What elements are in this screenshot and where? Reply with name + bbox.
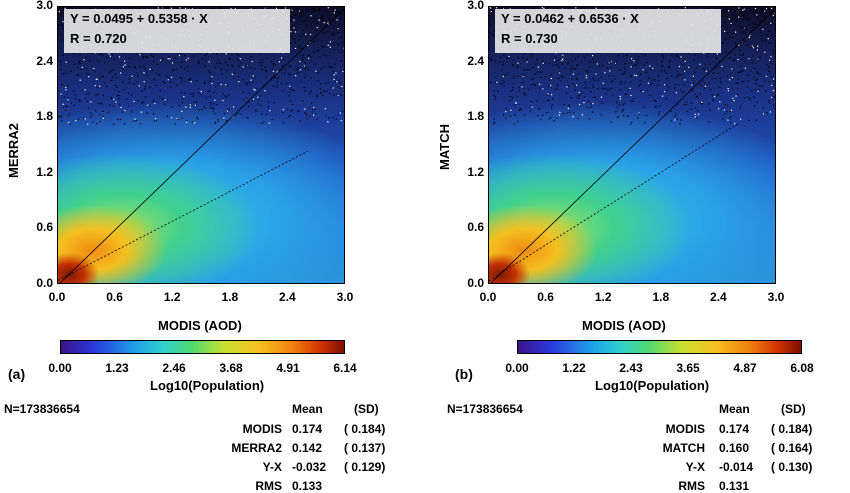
y-tick-label: 2.4 (36, 53, 53, 68)
panel-b: MATCH Y = 0.0462 + 0.6536 · X R = 0.730 … (425, 0, 850, 493)
y-tick-label: 0.6 (467, 220, 484, 235)
colorbar-tick-label: 4.91 (276, 361, 300, 375)
stats-sd: ( 0.137) (344, 441, 386, 455)
x-tick-label: 0.0 (479, 290, 497, 304)
stats-sd: ( 0.129) (344, 460, 386, 474)
colorbar-tick-label: 4.87 (733, 361, 757, 375)
y-tick-label: 1.2 (467, 164, 484, 179)
stats-mean: 0.174 (719, 422, 750, 436)
stats-label: Y-X (685, 460, 705, 474)
colorbar-tick-label: 0.00 (505, 361, 529, 375)
stats-header-mean: Mean (292, 402, 323, 416)
sample-count: N=173836654 (447, 402, 523, 416)
stats-label: RMS (678, 479, 705, 493)
y-tick-label: 0.0 (36, 276, 53, 290)
fit-box (64, 9, 290, 53)
x-tick-label: 1.8 (221, 290, 239, 304)
colorbar (517, 340, 802, 354)
y-tick-label: 0.0 (467, 276, 484, 290)
plot-area: Y = 0.0495 + 0.5358 · X R = 0.720 (57, 6, 345, 284)
x-axis-label: MODIS (AOD) (582, 318, 666, 333)
y-tick-label: 1.2 (36, 164, 53, 179)
stats-label: Y-X (262, 460, 282, 474)
stats-mean: 0.174 (292, 422, 323, 436)
x-tick-label: 2.4 (710, 290, 727, 304)
y-tick-label: 3.0 (467, 0, 484, 12)
x-tick-label: 1.2 (594, 290, 612, 304)
y-tick-label: 2.4 (467, 53, 484, 68)
colorbar-tick-label: 6.08 (790, 361, 814, 375)
colorbar-tick-label: 6.14 (333, 361, 357, 375)
panel-a: MERRA2 Y = 0.0495 + 0.5358 · X R = 0.720… (4, 0, 386, 493)
one-to-one-line (490, 8, 775, 283)
colorbar-tick-label: 3.68 (219, 361, 243, 375)
y-tick-label: 1.8 (467, 109, 484, 124)
colorbar-tick-label: 2.46 (162, 361, 186, 375)
stats-sd: ( 0.130) (771, 460, 813, 474)
y-axis-label: MERRA2 (6, 123, 21, 178)
x-tick-label: 3.0 (336, 290, 354, 304)
stats-sd: ( 0.184) (771, 422, 813, 436)
stats-header-sd: (SD) (781, 402, 806, 416)
stats-mean: 0.160 (719, 441, 750, 455)
panel-label: (a) (8, 366, 26, 382)
colorbar-tick-label: 1.23 (105, 361, 129, 375)
stats-sd: ( 0.184) (344, 422, 386, 436)
correlation-r: R = 0.730 (501, 31, 558, 46)
x-tick-label: 0.6 (537, 290, 554, 304)
correlation-r: R = 0.720 (70, 31, 127, 46)
stats-label: MODIS (665, 422, 705, 436)
fit-equation: Y = 0.0462 + 0.6536 · X (501, 11, 639, 26)
stats-label: MATCH (662, 441, 705, 455)
stats-label: MODIS (242, 422, 282, 436)
x-tick-label: 3.0 (767, 290, 785, 304)
colorbar-tick-label: 0.00 (48, 361, 72, 375)
x-tick-label: 1.8 (652, 290, 670, 304)
stats-mean: 0.142 (292, 441, 323, 455)
colorbar-label: Log10(Population) (150, 378, 265, 393)
y-tick-label: 3.0 (36, 0, 53, 12)
colorbar (60, 340, 345, 354)
fit-equation: Y = 0.0495 + 0.5358 · X (70, 11, 208, 26)
stats-mean: -0.014 (719, 460, 754, 474)
x-tick-label: 2.4 (279, 290, 296, 304)
x-tick-label: 0.6 (106, 290, 123, 304)
colorbar-tick-label: 2.43 (619, 361, 643, 375)
stats-label: MERRA2 (231, 441, 282, 455)
y-axis-label: MATCH (437, 124, 452, 170)
stats-header-mean: Mean (719, 402, 750, 416)
stats-mean: 0.131 (719, 479, 750, 493)
one-to-one-line (59, 8, 344, 283)
stats-label: RMS (255, 479, 282, 493)
colorbar-tick-label: 1.22 (562, 361, 586, 375)
x-tick-label: 0.0 (48, 290, 66, 304)
stats-mean: -0.032 (292, 460, 327, 474)
regression-line (489, 122, 739, 282)
x-tick-label: 1.2 (163, 290, 181, 304)
plot-area: Y = 0.0462 + 0.6536 · X R = 0.730 (488, 6, 776, 284)
sample-count: N=173836654 (4, 402, 80, 416)
fit-box (495, 9, 721, 53)
y-tick-label: 1.8 (36, 109, 53, 124)
colorbar-label: Log10(Population) (595, 378, 710, 393)
panel-label: (b) (455, 366, 473, 382)
stats-header-sd: (SD) (354, 402, 379, 416)
regression-line (58, 150, 308, 281)
colorbar-tick-label: 3.65 (676, 361, 700, 375)
y-tick-label: 0.6 (36, 220, 53, 235)
stats-mean: 0.133 (292, 479, 323, 493)
stats-sd: ( 0.164) (771, 441, 813, 455)
x-axis-label: MODIS (AOD) (158, 318, 242, 333)
